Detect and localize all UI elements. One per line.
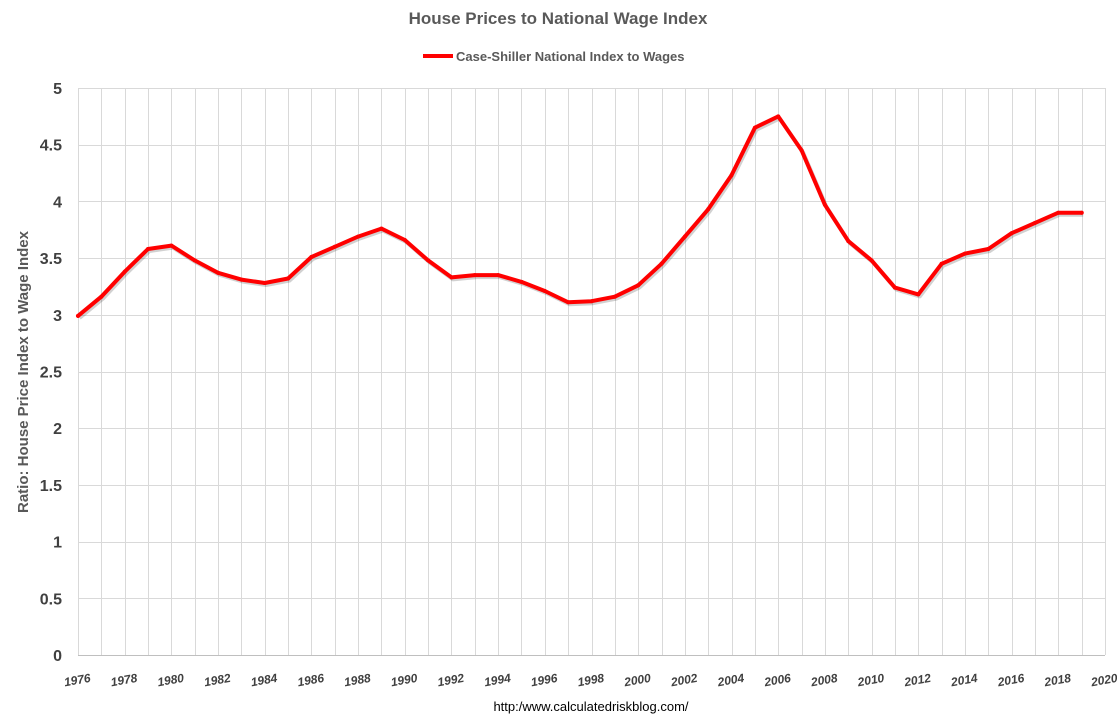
data-point xyxy=(1056,210,1061,215)
data-point xyxy=(146,247,150,251)
data-point xyxy=(356,234,361,239)
y-tick-label: 0 xyxy=(53,648,62,665)
y-tick-label: 3.5 xyxy=(40,251,62,268)
data-point xyxy=(379,226,384,231)
data-point xyxy=(1009,231,1014,236)
y-tick-label: 3 xyxy=(53,308,62,325)
data-point xyxy=(192,258,197,263)
x-tick-label: 2020 xyxy=(1089,671,1117,690)
x-tick-label: 1988 xyxy=(343,671,372,689)
y-tick-label: 2 xyxy=(53,421,62,438)
data-point xyxy=(589,299,594,304)
legend: Case-Shiller National Index to Wages xyxy=(423,49,685,64)
data-point xyxy=(542,289,547,293)
data-point xyxy=(449,275,454,280)
x-tick-label: 1986 xyxy=(296,671,325,689)
data-point xyxy=(659,261,664,266)
legend-label: Case-Shiller National Index to Wages xyxy=(456,49,685,64)
data-point xyxy=(706,207,711,212)
y-axis-label: Ratio: House Price Index to Wage Index xyxy=(15,230,32,513)
y-tick-label: 1 xyxy=(53,535,62,552)
data-point xyxy=(799,148,804,153)
data-point xyxy=(1033,220,1037,225)
data-point xyxy=(869,258,874,263)
x-tick-label: 1984 xyxy=(250,671,279,689)
data-point xyxy=(892,285,897,290)
series-line-shadow xyxy=(78,116,1084,320)
x-tick-label: 2018 xyxy=(1042,671,1072,690)
data-point xyxy=(939,261,944,266)
data-point xyxy=(822,202,827,207)
data-point xyxy=(239,277,244,282)
x-tick-label: 2014 xyxy=(949,671,979,690)
data-point xyxy=(986,247,991,251)
y-axis-ticks: 0 0.5 1 1.5 2 2.5 3 3.5 4 4.5 5 xyxy=(40,81,62,665)
x-tick-label: 1976 xyxy=(63,671,92,689)
data-point xyxy=(309,255,314,259)
data-point xyxy=(426,258,431,263)
data-point xyxy=(566,300,571,305)
data-point xyxy=(472,273,477,278)
data-point xyxy=(519,279,524,284)
data-point xyxy=(76,313,80,318)
data-point xyxy=(1079,210,1084,215)
x-tick-label: 1998 xyxy=(576,671,605,689)
x-tick-label: 1996 xyxy=(530,671,559,689)
x-tick-label: 1982 xyxy=(203,671,232,689)
y-tick-label: 4.5 xyxy=(40,138,62,155)
x-tick-label: 2008 xyxy=(809,671,839,690)
data-point xyxy=(262,281,267,285)
series-layer xyxy=(76,114,1084,320)
gridlines xyxy=(78,88,1106,656)
source-url: http:/www.calculatedriskblog.com/ xyxy=(493,699,688,714)
chart-title: House Prices to National Wage Index xyxy=(409,9,708,28)
x-tick-label: 2002 xyxy=(669,671,699,690)
y-tick-label: 2.5 xyxy=(40,365,62,382)
data-point xyxy=(496,273,501,278)
x-tick-label: 2000 xyxy=(622,671,652,690)
x-tick-label: 2016 xyxy=(996,671,1026,690)
data-point xyxy=(846,239,851,244)
x-tick-label: 1992 xyxy=(436,671,465,689)
y-tick-label: 0.5 xyxy=(40,591,62,608)
data-point xyxy=(963,251,967,256)
x-tick-label: 1978 xyxy=(110,671,139,689)
data-point xyxy=(682,234,687,239)
series-line xyxy=(76,114,1084,318)
x-tick-label: 1980 xyxy=(156,671,185,689)
data-point xyxy=(916,292,921,297)
y-tick-label: 1.5 xyxy=(40,478,62,495)
data-point xyxy=(169,243,174,248)
data-point xyxy=(216,270,220,275)
data-point xyxy=(332,244,337,249)
data-point xyxy=(402,238,407,242)
data-point xyxy=(776,114,781,119)
data-point xyxy=(752,125,757,130)
x-tick-label: 2004 xyxy=(716,671,746,690)
y-tick-label: 4 xyxy=(53,194,62,211)
x-tick-label: 2012 xyxy=(902,671,932,690)
x-tick-label: 2010 xyxy=(856,671,886,690)
data-point xyxy=(122,269,127,274)
x-tick-label: 1990 xyxy=(390,671,419,689)
x-tick-label: 2006 xyxy=(762,671,792,690)
data-point xyxy=(612,294,617,299)
data-point xyxy=(286,276,291,281)
y-tick-label: 5 xyxy=(53,81,62,98)
x-axis-ticks: 1976 1978 1980 1982 1984 1986 1988 1990 1992 1994… xyxy=(63,671,1117,690)
data-point xyxy=(729,173,734,178)
x-tick-label: 1994 xyxy=(483,671,512,689)
data-point xyxy=(636,283,641,288)
data-point xyxy=(99,294,104,299)
